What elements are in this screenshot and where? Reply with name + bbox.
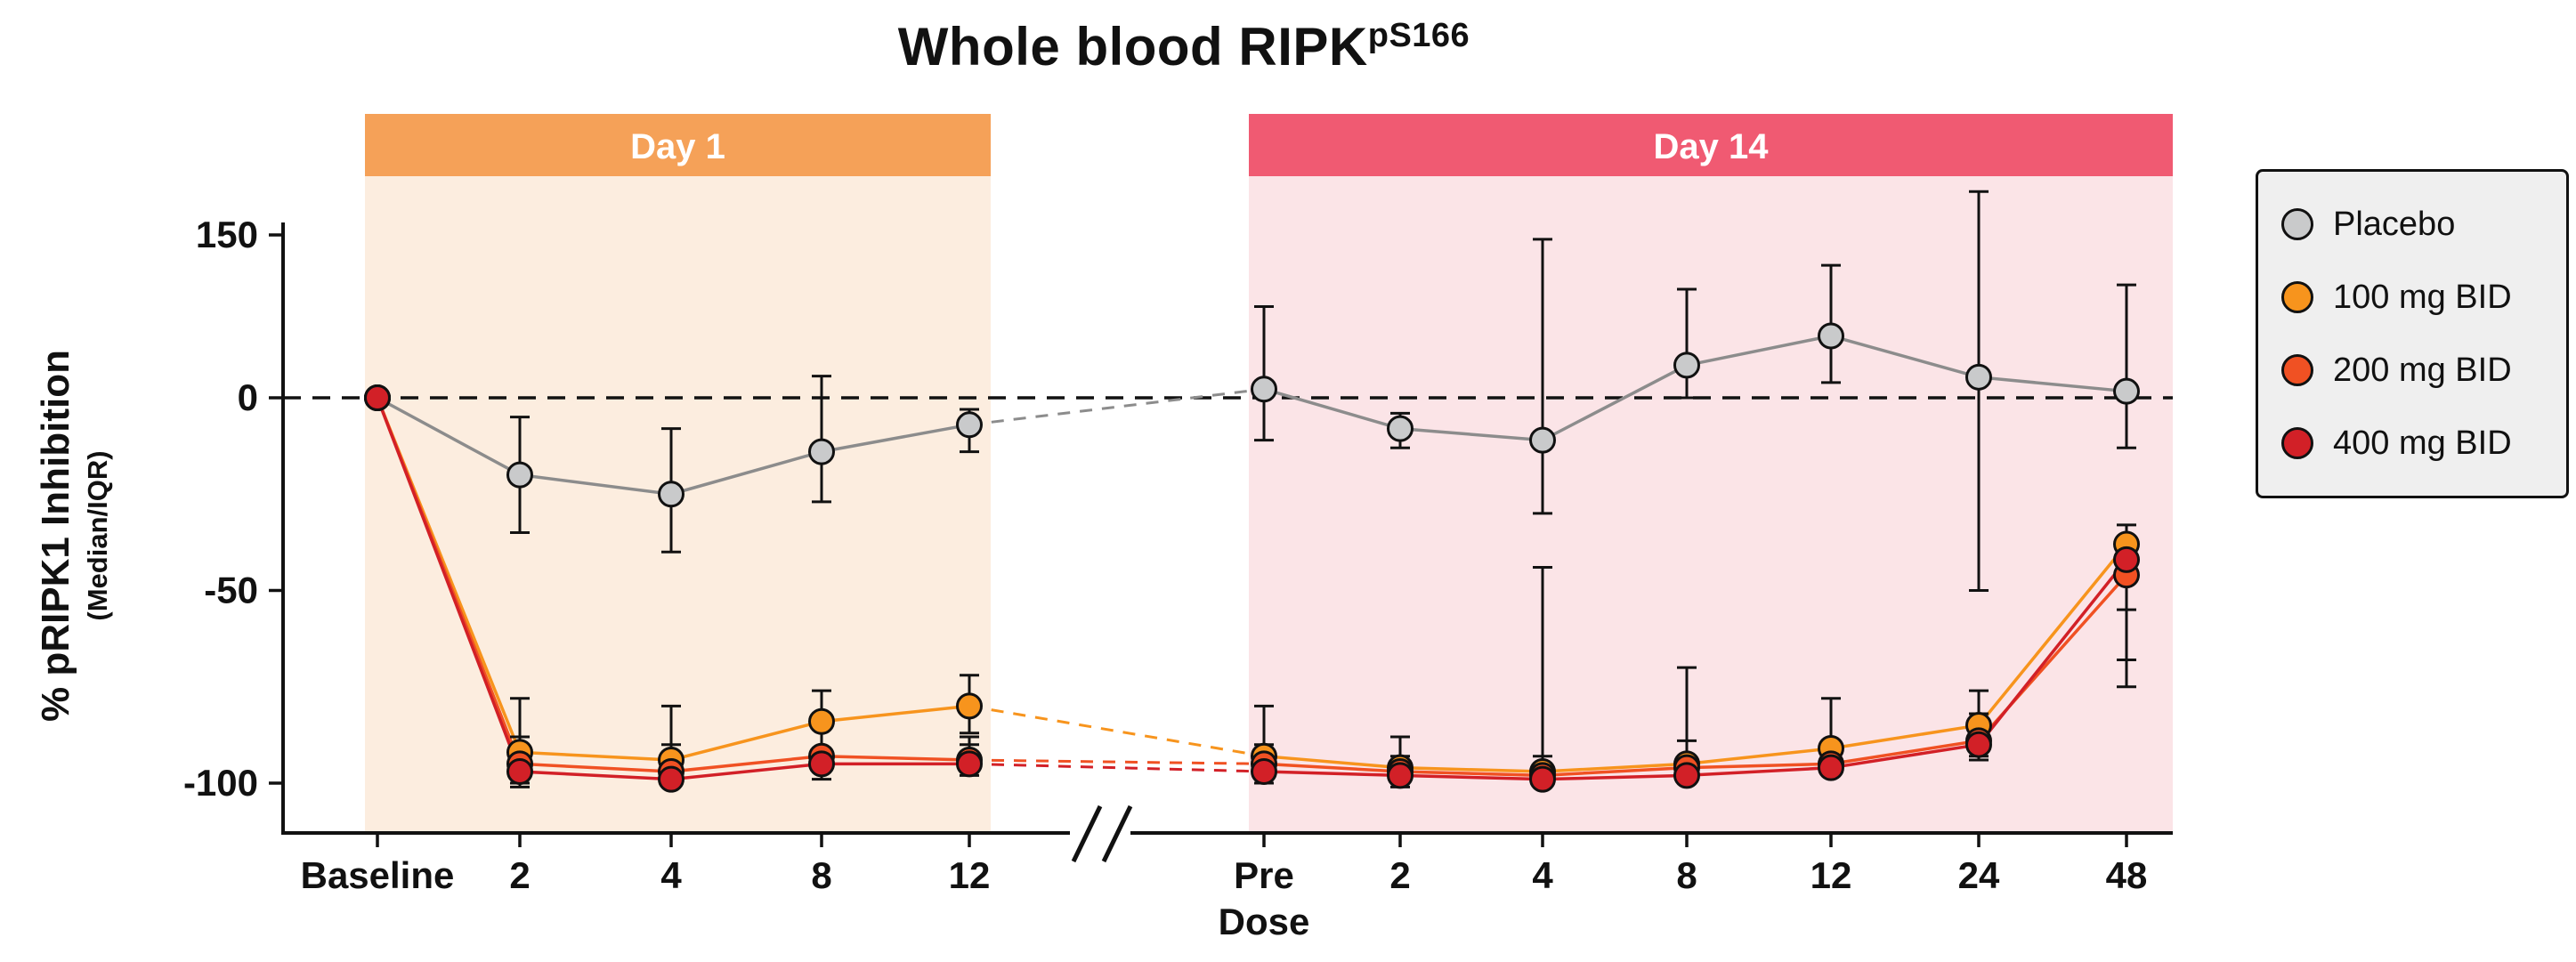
chart-text: 2	[509, 854, 530, 896]
chart-text: Baseline	[301, 854, 455, 896]
legend: Placebo 100 mg BID 200 mg BID 400 mg BID	[2256, 169, 2569, 498]
chart-text: 12	[1810, 854, 1852, 896]
chart-text: 12	[949, 854, 991, 896]
data-point	[1387, 415, 1414, 442]
chart-text: -100	[183, 762, 258, 804]
series-connector-dashed	[968, 758, 1265, 765]
series-connector-dashed	[968, 762, 1265, 773]
chart-text: Day 14	[1654, 127, 1770, 166]
y-axis-label: % pRIPK1 Inhibition (Median/IQR)	[32, 198, 125, 874]
chart-title-text: Whole blood RIPK	[897, 17, 1368, 77]
legend-marker-100mg-icon	[2281, 281, 2313, 313]
axis-break-icon	[1101, 804, 1133, 863]
chart-text: 0	[238, 376, 258, 418]
axis-break-icon	[1071, 804, 1103, 863]
data-point	[1818, 754, 1844, 781]
chart-text: Day 1	[630, 127, 725, 166]
series-connector-dashed	[968, 704, 1265, 758]
chart-text: Pre	[1234, 854, 1294, 896]
chart-text: 4	[1532, 854, 1553, 896]
chart-title: Whole blood RIPKpS166	[898, 16, 1470, 77]
data-point	[658, 765, 685, 793]
chart-text: -50	[204, 570, 258, 611]
panel-shade	[1249, 176, 2173, 833]
chart-text: 2	[1389, 854, 1410, 896]
legend-item-200mg: 200 mg BID	[2281, 334, 2543, 407]
chart-title-superscript: pS166	[1367, 17, 1470, 54]
data-point	[956, 750, 983, 778]
chart-text: 48	[2106, 854, 2148, 896]
chart-text: 4	[660, 854, 682, 896]
data-point	[1529, 426, 1556, 454]
data-point	[2113, 546, 2140, 573]
legend-item-label: 100 mg BID	[2333, 278, 2512, 316]
data-point	[364, 384, 391, 411]
series-connector-dashed	[968, 387, 1265, 426]
chart-text: 8	[811, 854, 831, 896]
data-point	[1251, 758, 1277, 786]
chart-text: 8	[1676, 854, 1697, 896]
data-point	[658, 481, 685, 508]
legend-item-400mg: 400 mg BID	[2281, 407, 2543, 480]
legend-item-placebo: Placebo	[2281, 188, 2543, 261]
data-point	[808, 750, 835, 778]
chart-text: 24	[1958, 854, 2000, 896]
data-point	[1529, 765, 1556, 793]
chart-text: Dose	[1219, 901, 1310, 942]
legend-marker-200mg-icon	[2281, 354, 2313, 386]
data-point	[808, 707, 835, 735]
data-point	[808, 438, 835, 465]
data-point	[1965, 363, 1992, 391]
panel-banner	[365, 114, 991, 176]
data-point	[1251, 376, 1277, 403]
data-point	[1818, 322, 1844, 350]
y-axis-label-sub: (Median/IQR)	[82, 450, 113, 621]
legend-item-label: Placebo	[2333, 205, 2456, 243]
data-point	[2113, 377, 2140, 405]
data-point	[956, 692, 983, 720]
data-point	[506, 758, 533, 786]
data-point	[1673, 352, 1700, 379]
legend-item-label: 200 mg BID	[2333, 351, 2512, 389]
legend-item-label: 400 mg BID	[2333, 424, 2512, 462]
legend-item-100mg: 100 mg BID	[2281, 261, 2543, 334]
y-axis-label-main: % pRIPK1 Inhibition	[34, 350, 77, 722]
legend-marker-400mg-icon	[2281, 427, 2313, 459]
data-point	[1387, 762, 1414, 789]
data-point	[506, 461, 533, 489]
chart-text: 150	[196, 214, 258, 255]
data-point	[956, 411, 983, 439]
data-point	[1965, 731, 1992, 758]
panel-banner	[1249, 114, 2173, 176]
data-point	[1673, 762, 1700, 789]
legend-marker-placebo-icon	[2281, 208, 2313, 240]
